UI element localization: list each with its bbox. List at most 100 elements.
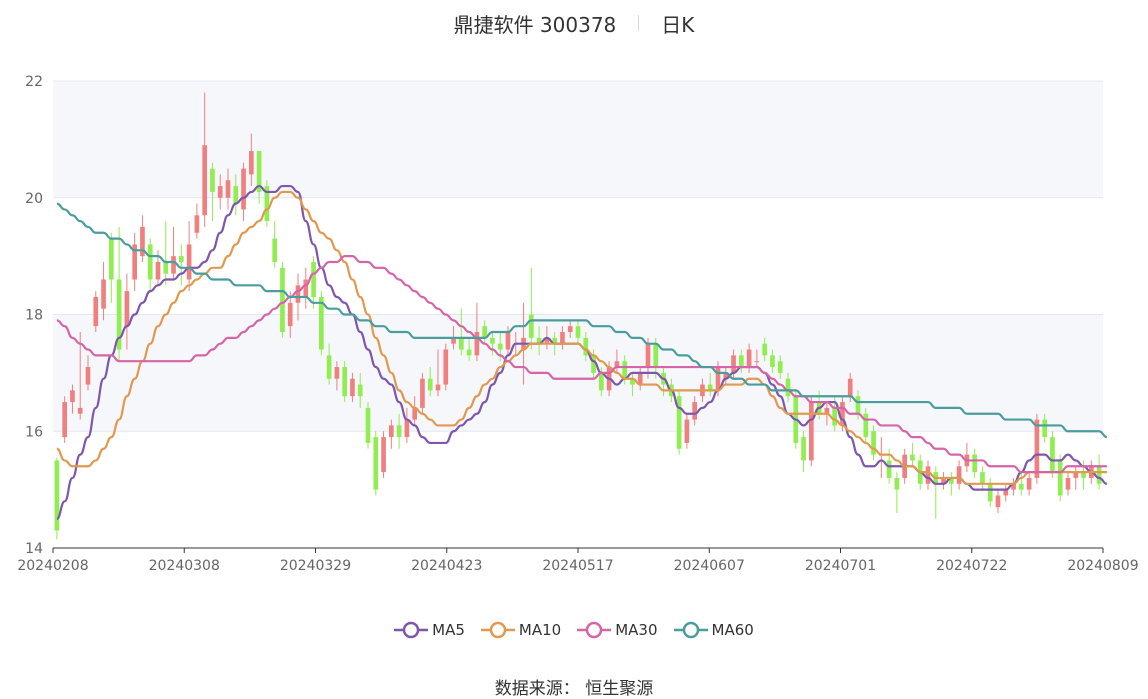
legend-label: MA30 — [615, 621, 658, 639]
y-tick-label: 16 — [25, 424, 43, 440]
candle-body — [1057, 460, 1063, 496]
x-tick-label: 20240701 — [805, 558, 876, 574]
legend-marker-icon — [577, 621, 612, 639]
candle-body — [350, 378, 355, 397]
candle-body — [762, 343, 767, 356]
candle-body — [311, 261, 316, 297]
legend-item-ma30[interactable]: MA30 — [577, 620, 658, 640]
candle-body — [777, 361, 783, 373]
candle-body — [505, 332, 511, 350]
candle-body — [770, 355, 775, 368]
candle-body — [529, 314, 534, 338]
candle-body — [1081, 472, 1086, 478]
legend-item-ma10[interactable]: MA10 — [480, 620, 562, 640]
source-name: 恒生聚源 — [585, 679, 654, 699]
candle-body — [746, 349, 752, 368]
candle-body — [326, 355, 332, 379]
candle-body — [163, 261, 169, 274]
candle-body — [233, 186, 239, 204]
candle-body — [93, 296, 99, 327]
candle-body — [754, 361, 760, 363]
candle-body — [443, 349, 449, 385]
legend-item-ma60[interactable]: MA60 — [673, 620, 754, 640]
candle-body — [692, 402, 697, 420]
chart-title-row: 鼎捷软件 300378 日K — [0, 8, 1148, 38]
candle-body — [132, 244, 137, 280]
x-tick-label: 20240517 — [542, 558, 613, 574]
y-tick-label: 14 — [25, 541, 43, 557]
candle-body — [373, 437, 379, 490]
legend-label: MA5 — [432, 621, 465, 639]
x-tick-label: 20240308 — [149, 558, 220, 574]
candle-body — [676, 396, 682, 449]
x-tick-label: 20240809 — [1067, 558, 1138, 574]
candle-body — [497, 343, 503, 350]
candle-body — [1026, 477, 1032, 490]
candle-body — [949, 477, 954, 484]
candle-body — [70, 390, 75, 403]
candle-body — [972, 454, 977, 473]
candle-body — [910, 454, 915, 461]
candle-body — [723, 372, 729, 379]
candle-body — [365, 407, 371, 443]
candle-body — [739, 355, 744, 368]
candle-body — [77, 407, 83, 414]
legend-marker-icon — [673, 621, 708, 639]
candle-body — [217, 186, 223, 198]
candle-body — [894, 477, 900, 490]
candle-body — [630, 378, 635, 385]
candle-body — [435, 384, 441, 391]
candle-body — [109, 238, 114, 280]
candle-body — [116, 279, 122, 350]
candle-body — [389, 425, 394, 438]
candle-body — [645, 343, 651, 368]
candle-body — [1042, 419, 1047, 438]
candle-body — [995, 495, 1001, 508]
candle-body — [1096, 466, 1102, 484]
candle-body — [560, 332, 565, 344]
candle-body — [459, 337, 464, 350]
candle-body — [482, 326, 487, 338]
candle-body — [1073, 472, 1079, 478]
candle-body — [412, 407, 417, 420]
candle-body — [832, 407, 837, 426]
candle-body — [637, 372, 643, 385]
candle-body — [871, 431, 876, 455]
candle-body — [987, 483, 993, 502]
candle-body — [599, 372, 604, 391]
title-separator — [638, 15, 640, 31]
candle-body — [490, 337, 495, 344]
candle-body — [855, 396, 861, 414]
x-tick-label: 20240208 — [17, 558, 88, 574]
legend-item-ma5[interactable]: MA5 — [394, 620, 465, 640]
candle-body — [622, 361, 627, 379]
candle-body — [552, 337, 557, 344]
source-label: 数据来源： — [494, 679, 580, 699]
candle-body — [357, 384, 363, 397]
candles — [54, 92, 1102, 540]
ma-line-ma60 — [56, 202, 1108, 439]
candle-body — [684, 419, 690, 443]
candle-body — [210, 168, 215, 192]
candle-body — [925, 466, 931, 484]
candle-body — [1050, 437, 1055, 473]
period-label[interactable]: 日K — [661, 12, 695, 37]
candle-body — [225, 180, 231, 198]
candle-body — [186, 244, 192, 280]
candle-body — [809, 402, 814, 461]
candle-body — [466, 349, 472, 356]
candle-body — [54, 460, 60, 531]
candle-body — [614, 361, 620, 368]
candle-body — [451, 337, 456, 344]
candle-body — [155, 261, 161, 280]
candle-body — [863, 413, 869, 438]
candle-body — [941, 477, 946, 484]
candle-body — [179, 256, 184, 262]
candle-body — [427, 378, 433, 391]
y-tick-label: 20 — [25, 191, 43, 207]
y-tick-label: 22 — [25, 74, 43, 90]
legend-label: MA10 — [518, 621, 562, 639]
candle-body — [140, 226, 145, 257]
candle-body — [847, 378, 853, 397]
x-tick-label: 20240722 — [936, 558, 1007, 574]
